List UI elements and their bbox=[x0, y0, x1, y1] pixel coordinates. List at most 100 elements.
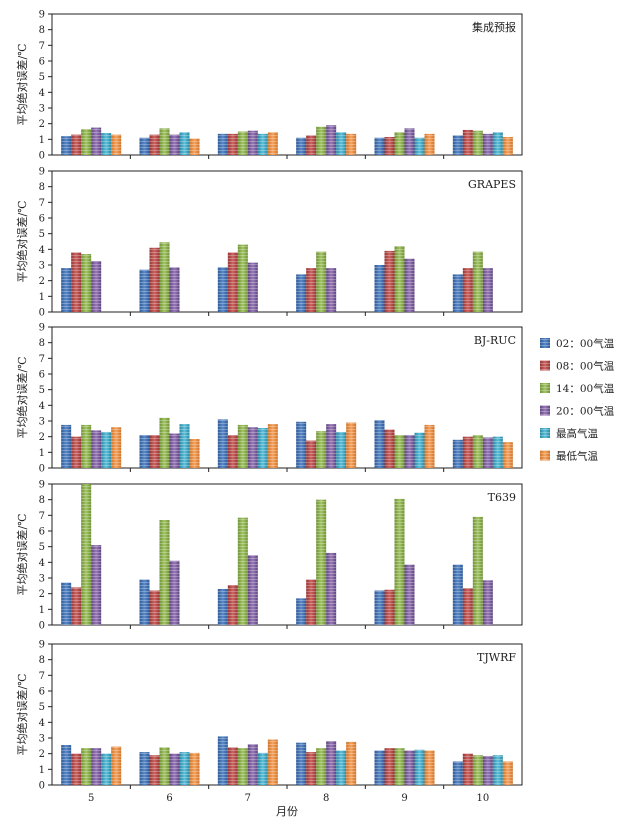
bar-BJ-RUC-6-6 bbox=[189, 439, 200, 468]
legend-item-4: 20：00气温 bbox=[540, 405, 615, 418]
y-tick-label: 1 bbox=[39, 448, 45, 459]
bar-集成预报-10-2 bbox=[462, 129, 473, 155]
bar-集成预报-10-4 bbox=[482, 133, 493, 155]
bar-BJ-RUC-9-3 bbox=[394, 435, 405, 468]
bar-texture bbox=[492, 755, 503, 785]
bar-GRAPES-7-2 bbox=[227, 252, 238, 312]
bar-texture bbox=[101, 133, 112, 155]
bar-GRAPES-9-1 bbox=[374, 265, 385, 312]
bar-texture bbox=[227, 133, 238, 155]
bar-TJWRF-5-1 bbox=[61, 745, 72, 785]
bar-texture bbox=[227, 585, 238, 625]
bar-BJ-RUC-10-3 bbox=[472, 435, 483, 468]
bar-集成预报-9-5 bbox=[414, 137, 425, 155]
bar-T639-9-2 bbox=[384, 589, 395, 625]
y-tick-label: 2 bbox=[39, 749, 45, 760]
y-tick-label: 5 bbox=[39, 229, 45, 240]
bar-texture bbox=[71, 587, 82, 625]
bar-texture bbox=[424, 133, 435, 155]
bar-BJ-RUC-6-2 bbox=[149, 435, 160, 468]
bar-TJWRF-10-4 bbox=[482, 756, 493, 785]
bar-TJWRF-10-2 bbox=[462, 753, 473, 785]
bar-BJ-RUC-9-6 bbox=[424, 424, 435, 468]
bar-texture bbox=[472, 130, 483, 155]
x-tick-label: 9 bbox=[401, 793, 407, 804]
bar-BJ-RUC-10-4 bbox=[482, 437, 493, 468]
bar-BJ-RUC-7-2 bbox=[227, 435, 238, 468]
bar-texture bbox=[404, 750, 415, 785]
panel-3: 0 1 2 3 4 5 6 7 8 9 平均绝对误差/℃ BJ-RUC bbox=[15, 323, 523, 475]
bar-TJWRF-10-5 bbox=[492, 755, 503, 785]
bar-texture bbox=[189, 138, 200, 155]
panel-1: 0 1 2 3 4 5 6 7 8 9 平均绝对误差/℃ 集成预报 bbox=[15, 10, 523, 162]
y-tick-label: 3 bbox=[39, 734, 45, 745]
y-tick-label: 8 bbox=[39, 182, 45, 193]
bar-集成预报-8-3 bbox=[316, 126, 327, 155]
bar-texture bbox=[91, 545, 102, 625]
bar-texture bbox=[326, 268, 337, 312]
bar-texture bbox=[189, 752, 200, 785]
bar-T639-8-4 bbox=[326, 552, 337, 625]
bar-GRAPES-7-1 bbox=[217, 267, 228, 312]
bar-TJWRF-7-1 bbox=[217, 736, 228, 785]
x-tick-label: 10 bbox=[476, 793, 489, 804]
bar-T639-9-4 bbox=[404, 564, 415, 625]
bar-集成预报-7-2 bbox=[227, 133, 238, 155]
bar-BJ-RUC-5-1 bbox=[61, 424, 72, 468]
bar-BJ-RUC-5-4 bbox=[91, 430, 102, 468]
bar-集成预报-6-1 bbox=[139, 137, 150, 155]
bar-texture bbox=[394, 435, 405, 468]
bar-集成预报-8-5 bbox=[336, 132, 347, 155]
bar-T639-7-1 bbox=[217, 588, 228, 625]
bar-texture bbox=[247, 130, 258, 155]
y-tick-label: 7 bbox=[39, 41, 45, 52]
legend-label: 08：00气温 bbox=[556, 360, 615, 373]
bar-BJ-RUC-6-5 bbox=[179, 424, 190, 468]
bar-texture bbox=[71, 134, 82, 155]
bar-T639-10-2 bbox=[462, 588, 473, 625]
y-tick-label: 1 bbox=[39, 135, 45, 146]
bar-TJWRF-8-4 bbox=[326, 741, 337, 785]
bar-TJWRF-9-2 bbox=[384, 748, 395, 785]
y-axis-label: 平均绝对误差/℃ bbox=[15, 356, 29, 438]
bar-texture bbox=[169, 433, 180, 468]
bar-GRAPES-8-3 bbox=[316, 251, 327, 312]
y-tick-label: 5 bbox=[39, 542, 45, 553]
bar-TJWRF-8-3 bbox=[316, 748, 327, 785]
bar-GRAPES-6-2 bbox=[149, 247, 160, 312]
bar-texture bbox=[404, 128, 415, 155]
bar-texture bbox=[159, 242, 170, 312]
bar-BJ-RUC-5-5 bbox=[101, 431, 112, 468]
y-tick-label: 3 bbox=[39, 104, 45, 115]
bar-texture bbox=[452, 564, 463, 625]
bar-集成预报-7-3 bbox=[237, 131, 248, 155]
bar-TJWRF-9-6 bbox=[424, 750, 435, 785]
y-tick-label: 7 bbox=[39, 511, 45, 522]
bar-texture bbox=[326, 424, 337, 468]
bar-集成预报-10-6 bbox=[502, 136, 513, 155]
bar-BJ-RUC-7-3 bbox=[237, 424, 248, 468]
bar-BJ-RUC-8-2 bbox=[306, 440, 317, 468]
bar-集成预报-10-5 bbox=[492, 132, 503, 155]
y-tick-label: 5 bbox=[39, 72, 45, 83]
bar-texture bbox=[326, 125, 337, 155]
bar-TJWRF-5-6 bbox=[111, 746, 122, 785]
legend-item-6: 最低气温 bbox=[540, 450, 598, 463]
bar-集成预报-6-6 bbox=[189, 138, 200, 155]
bar-TJWRF-5-5 bbox=[101, 753, 112, 785]
bar-GRAPES-10-4 bbox=[482, 268, 493, 312]
bar-集成预报-5-3 bbox=[81, 129, 92, 155]
bar-TJWRF-7-4 bbox=[247, 744, 258, 785]
bar-TJWRF-8-5 bbox=[336, 750, 347, 785]
bar-texture bbox=[346, 422, 357, 468]
bar-集成预报-8-6 bbox=[346, 133, 357, 155]
bar-texture bbox=[267, 424, 278, 468]
bar-texture bbox=[336, 132, 347, 155]
x-tick-label: 7 bbox=[245, 793, 251, 804]
bar-集成预报-9-4 bbox=[404, 128, 415, 155]
bar-TJWRF-6-1 bbox=[139, 752, 150, 785]
y-tick-label: 8 bbox=[39, 655, 45, 666]
bar-texture bbox=[502, 136, 513, 155]
bar-texture bbox=[326, 741, 337, 785]
bar-texture bbox=[71, 252, 82, 312]
